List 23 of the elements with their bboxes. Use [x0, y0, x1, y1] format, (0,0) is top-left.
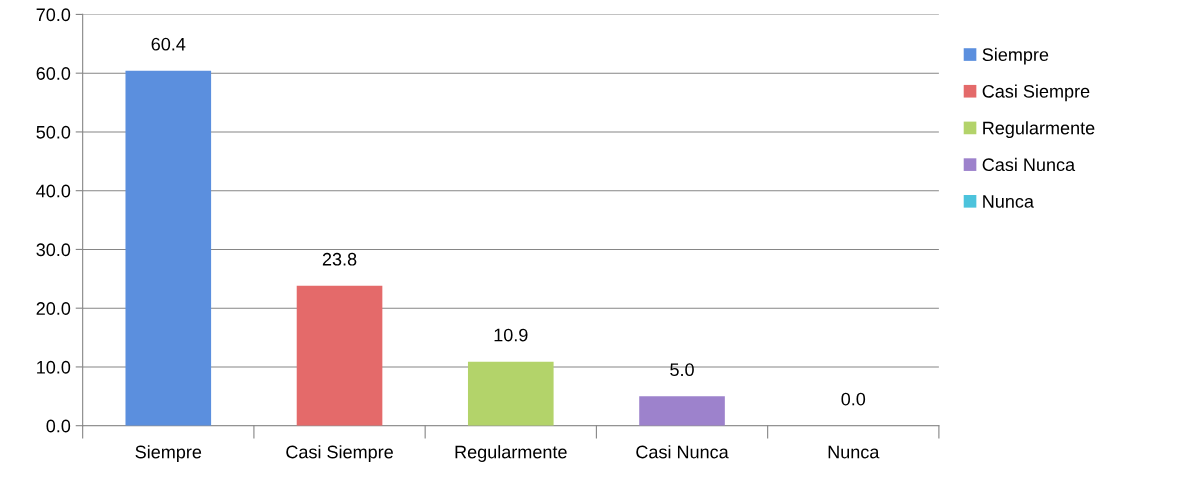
data-label: 60.4: [151, 37, 186, 51]
y-tick-label: 10.0: [37, 360, 71, 374]
legend-label: Casi Nunca: [982, 157, 1076, 172]
x-tick-label: Casi Siempre: [286, 445, 393, 462]
x-tick-label: Regularmente: [455, 445, 567, 462]
y-tick-label: 60.0: [36, 67, 71, 80]
x-tick-label: Siempre: [135, 445, 202, 462]
legend-label: Regularmente: [983, 121, 1095, 138]
y-tick-label: 40.0: [36, 184, 71, 198]
data-label: 10.9: [494, 328, 528, 342]
legend-label: Casi Siempre: [982, 84, 1090, 102]
data-label: 5.0: [670, 363, 694, 377]
y-tick-label: 50.0: [36, 125, 71, 139]
data-label: 0.0: [841, 392, 866, 406]
legend-label: Siempre: [982, 47, 1049, 65]
data-label: 23.8: [322, 252, 357, 266]
legend-label: Nunca: [983, 195, 1034, 208]
y-tick-label: 30.0: [36, 243, 71, 257]
x-tick-label: Casi Nunca: [636, 445, 729, 459]
y-tick-label: 70.0: [36, 8, 71, 22]
x-tick-label: Nunca: [828, 445, 880, 459]
y-tick-label: 0.0: [46, 419, 71, 433]
y-tick-label: 20.0: [36, 302, 71, 315]
